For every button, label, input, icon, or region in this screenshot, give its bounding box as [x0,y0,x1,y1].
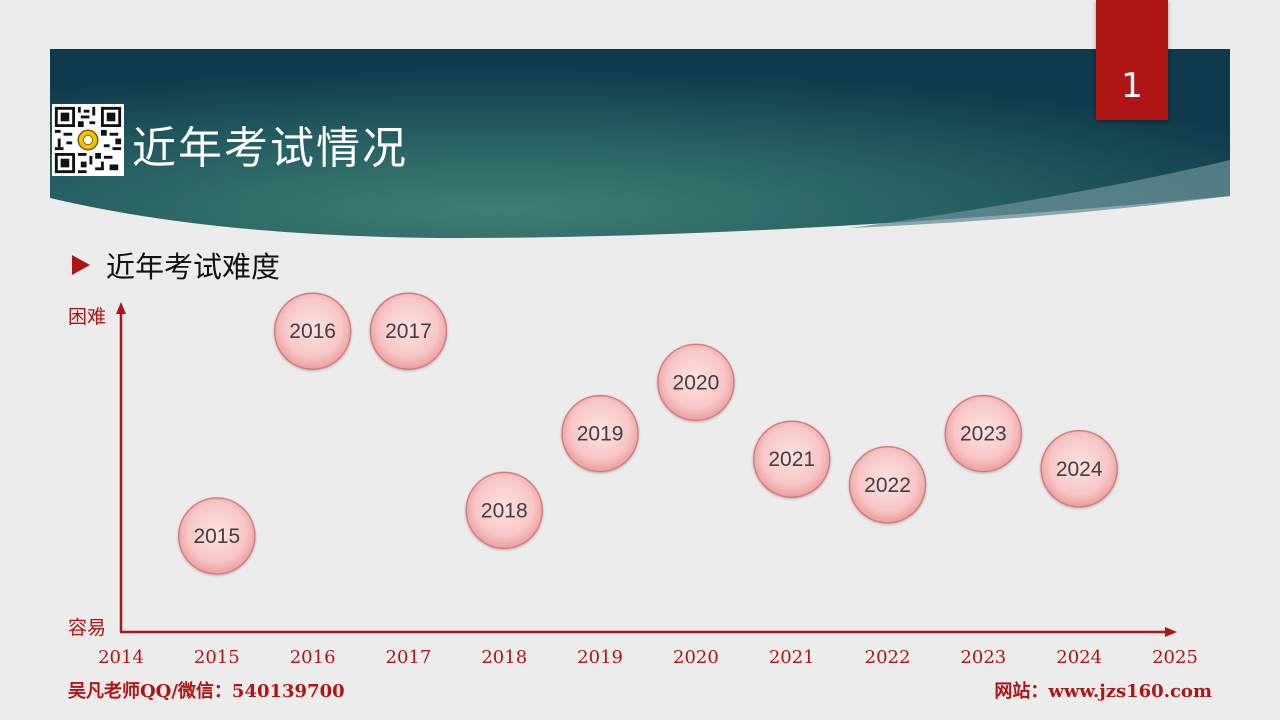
x-tick-label: 2022 [865,647,911,668]
x-tick-label: 2014 [98,647,144,668]
x-tick-label: 2025 [1152,647,1198,668]
section-subtitle: 近年考试难度 [106,250,281,284]
data-point-label: 2017 [385,320,432,343]
y-axis-top-label: 困难 [68,306,107,328]
page-number-tab: 1 [1096,0,1168,120]
x-axis-arrow [1165,627,1177,637]
x-tick-label: 2023 [960,647,1006,668]
data-point-bubble [752,420,831,498]
x-tick-label: 2019 [577,647,623,668]
data-point-label: 2019 [577,423,624,446]
y-axis-arrow [116,302,126,314]
triangle-bullet-icon [72,255,90,275]
header-banner [50,49,1230,238]
data-point-label: 2018 [481,499,528,522]
data-point-label: 2024 [1056,458,1103,481]
data-point-bubble [657,343,735,422]
data-point-bubble [273,292,352,370]
slide-title: 近年考试情况 [132,123,408,174]
data-point-label: 2015 [193,525,240,548]
data-point-bubble [1040,430,1118,508]
x-tick-label: 2024 [1056,647,1102,668]
x-tick-label: 2020 [673,647,719,668]
data-point-label: 2022 [864,474,911,497]
data-point-label: 2021 [768,448,815,471]
data-point-bubble [369,292,448,370]
y-axis-bottom-label: 容易 [68,617,107,639]
data-point-label: 2020 [673,371,720,394]
data-point-bubble [944,394,1023,473]
page-number: 1 [1121,66,1143,106]
axes [116,302,1177,637]
footer-contact: 吴凡老师QQ/微信：540139700 [68,681,345,702]
x-tick-label: 2017 [386,647,432,668]
x-tick-label: 2018 [481,647,527,668]
footer-website[interactable]: 网站：www.jzs160.com [994,681,1212,702]
qr-code-icon [52,104,124,176]
data-point-bubble [561,394,639,473]
data-point-bubble [465,471,544,550]
data-point-bubble [848,446,927,524]
x-tick-label: 2015 [194,647,240,668]
x-tick-label: 2021 [769,647,815,668]
data-point-label: 2023 [960,423,1007,446]
x-tick-label: 2016 [290,647,336,668]
data-point-bubble [178,497,256,575]
data-point-label: 2016 [289,320,336,343]
